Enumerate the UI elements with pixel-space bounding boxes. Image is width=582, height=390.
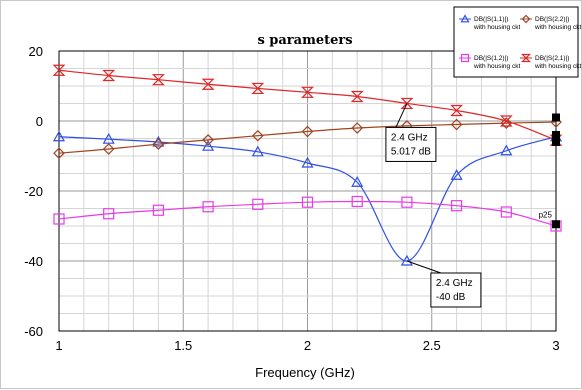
data-point-s11 (351, 176, 364, 187)
y-tick-label: 20 (29, 44, 43, 59)
annotations-layer[interactable]: 2.4 GHz 5.017 dB 2.4 GHz -40 dB (385, 103, 482, 308)
series-line-s11 (58, 136, 557, 262)
marker-p25-label: p25 (539, 210, 553, 219)
data-point-s22 (102, 143, 115, 155)
legend-series-name: DB(|S(2,2)|) (535, 16, 569, 23)
data-point-s22 (152, 138, 165, 150)
x-axis-label: Frequency (GHz) (255, 365, 355, 380)
data-point-s22 (53, 147, 65, 160)
data-point-s12 (152, 204, 164, 216)
data-point-s21 (52, 64, 66, 76)
data-point-s21 (201, 78, 215, 90)
data-point-s12 (103, 208, 115, 220)
legend-series-name: DB(|S(1,1)|) (474, 16, 508, 23)
legend-item-s12: DB(|S(1,2)|)with housing ckt (459, 53, 520, 70)
annotation-freq: 2.4 GHz (436, 278, 473, 289)
data-point-s22 (251, 129, 264, 142)
annotation-value: 5.017 dB (391, 146, 431, 157)
x-tick-label: 1.5 (174, 338, 192, 353)
marker-tag (552, 220, 560, 229)
data-point-s21 (151, 74, 165, 86)
data-point-s11 (301, 156, 314, 168)
data-point-s22 (351, 122, 364, 134)
data-point-s12 (451, 200, 463, 212)
marker-annotation[interactable]: 2.4 GHz 5.017 dB (385, 103, 437, 162)
data-point-s12 (252, 198, 264, 210)
x-tick-label: 1 (55, 338, 62, 353)
y-tick-labels: 20 0 -20 -40 -60 (24, 44, 43, 339)
y-tick-label: 0 (36, 114, 43, 129)
legend-box (453, 6, 579, 78)
annotation-value: -40 dB (436, 292, 466, 303)
y-tick-label: -20 (24, 184, 43, 199)
marker-annotation[interactable]: 2.4 GHz -40 dB (406, 260, 482, 308)
data-point-s11 (202, 139, 215, 151)
marker-tag (552, 138, 560, 146)
data-point-s22 (202, 134, 214, 146)
legend-item-s22: DB(|S(2,2)|)with housing ckt (520, 14, 581, 31)
legend-item-s11: DB(|S(1,1)|)with housing ckt (459, 14, 520, 31)
data-point-s12 (401, 196, 413, 208)
x-tick-label: 2 (304, 338, 311, 353)
x-tick-labels: 1 1.5 2 2.5 3 (55, 338, 559, 353)
annotation-freq: 2.4 GHz (391, 132, 428, 143)
legend-series-note: with housing ckt (534, 63, 581, 70)
series-s12 (53, 195, 562, 232)
series-line-s12 (58, 200, 557, 227)
legend-series-note: with housing ckt (473, 24, 520, 31)
plot-border (58, 50, 557, 332)
data-point-s22 (301, 125, 314, 138)
data-point-s22 (450, 118, 463, 131)
data-point-s11 (500, 144, 513, 156)
data-point-s11 (450, 169, 463, 180)
y-tick-label: -60 (24, 324, 43, 339)
series-layer: p25 (52, 64, 563, 266)
legend-item-s21: DB(|S(2,1)|)with housing ckt (520, 53, 581, 70)
data-point-s21 (350, 90, 364, 103)
data-point-s12 (53, 213, 65, 225)
legend-series-name: DB(|S(2,1)|) (535, 55, 569, 62)
data-point-s12 (500, 206, 512, 218)
data-point-s11 (400, 254, 413, 266)
series-s21 (52, 64, 563, 146)
legend-series-note: with housing ckt (473, 63, 520, 70)
data-point-s12 (301, 196, 314, 208)
legend: DB(|S(1,1)|)with housing cktDB(|S(2,2)|)… (453, 6, 581, 78)
marker-tag (552, 113, 560, 122)
legend-series-name: DB(|S(1,2)|) (474, 55, 508, 62)
data-point-s21 (450, 104, 464, 117)
y-tick-label: -40 (24, 254, 43, 269)
data-point-s21 (102, 69, 116, 82)
legend-series-note: with housing ckt (534, 24, 581, 31)
data-point-s11 (251, 145, 264, 157)
data-point-s21 (499, 115, 513, 127)
data-point-s11 (52, 130, 66, 142)
marker-tag (552, 131, 560, 139)
marker-tags: p25 (539, 113, 560, 229)
x-tick-label: 3 (552, 338, 559, 353)
data-point-s12 (202, 201, 214, 213)
chart-title: s parameters (257, 33, 352, 48)
x-tick-label: 2.5 (423, 338, 441, 353)
series-line-s22 (58, 121, 557, 154)
data-point-s21 (400, 97, 414, 110)
data-point-s21 (251, 82, 265, 95)
data-point-s21 (301, 86, 314, 98)
data-point-s12 (351, 195, 363, 208)
